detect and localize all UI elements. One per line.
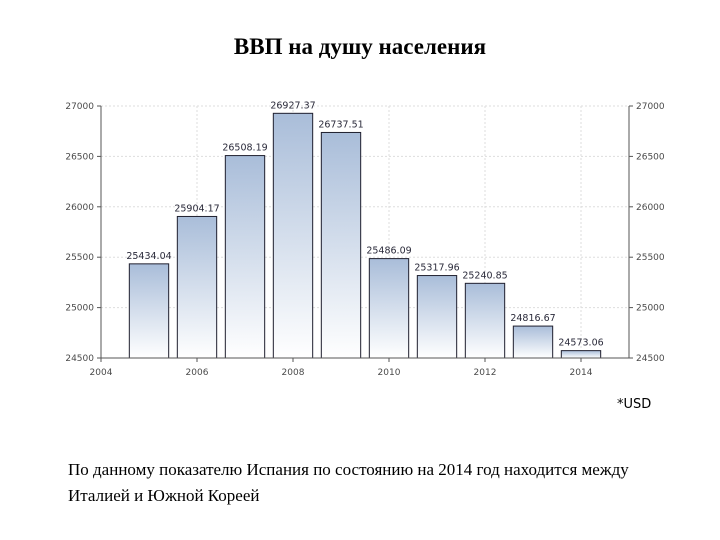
bar	[176, 215, 218, 359]
bar	[224, 155, 266, 359]
bar	[416, 275, 458, 359]
data-label: 24573.06	[558, 338, 603, 349]
x-tick-label: 2008	[282, 368, 305, 378]
y-tick-label-right: 26500	[636, 152, 665, 162]
bar	[512, 325, 554, 359]
data-label: 25317.96	[414, 263, 459, 274]
bars	[128, 112, 602, 359]
axes: 24500 24500 25000 25000 25500 25500 26000 26000…	[65, 102, 665, 378]
y-tick-label-right: 24500	[636, 354, 665, 364]
data-label: 24816.67	[510, 313, 555, 324]
data-label: 26927.37	[270, 100, 315, 111]
y-tick-label-right: 27000	[636, 102, 665, 112]
y-tick-label-left: 26000	[65, 203, 94, 213]
y-tick-label-left: 24500	[65, 354, 94, 364]
y-tick-label-right: 25000	[636, 304, 665, 314]
x-tick-label: 2014	[570, 368, 593, 378]
data-label: 26508.19	[222, 143, 267, 154]
bar	[272, 112, 314, 359]
bar-chart: 24500 24500 25000 25000 25500 25500 26000 26000…	[65, 100, 665, 378]
y-tick-label-left: 26500	[65, 152, 94, 162]
value-labels: 25434.04 25904.17 26508.19 26927.3726737.51…	[126, 100, 603, 348]
y-tick-label-right: 25500	[636, 253, 665, 263]
page-title: ВВП на душу населения	[233, 34, 487, 59]
y-tick-label-right: 26000	[636, 203, 665, 213]
x-tick-label: 2012	[474, 368, 497, 378]
bar	[560, 350, 602, 359]
bar	[320, 131, 362, 359]
chart-area: 24500 24500 25000 25000 25500 25500 26000 26000…	[65, 100, 665, 378]
y-tick-label-left: 27000	[65, 102, 94, 112]
data-label: 25904.17	[174, 203, 219, 214]
bar	[464, 282, 506, 359]
data-label: 25486.09	[366, 246, 411, 257]
y-tick-label-left: 25000	[65, 304, 94, 314]
footnote-text: По данному показателю Испания по состоян…	[68, 460, 629, 505]
bar	[128, 263, 170, 359]
currency-note: *USD	[617, 397, 652, 412]
data-label: 26737.51	[318, 119, 363, 130]
x-tick-label: 2004	[90, 368, 113, 378]
x-tick-label: 2010	[378, 368, 401, 378]
data-label: 25434.04	[126, 251, 171, 262]
data-label: 25240.85	[462, 270, 507, 281]
bar	[368, 258, 410, 359]
x-tick-label: 2006	[186, 368, 209, 378]
y-tick-label-left: 25500	[65, 253, 94, 263]
